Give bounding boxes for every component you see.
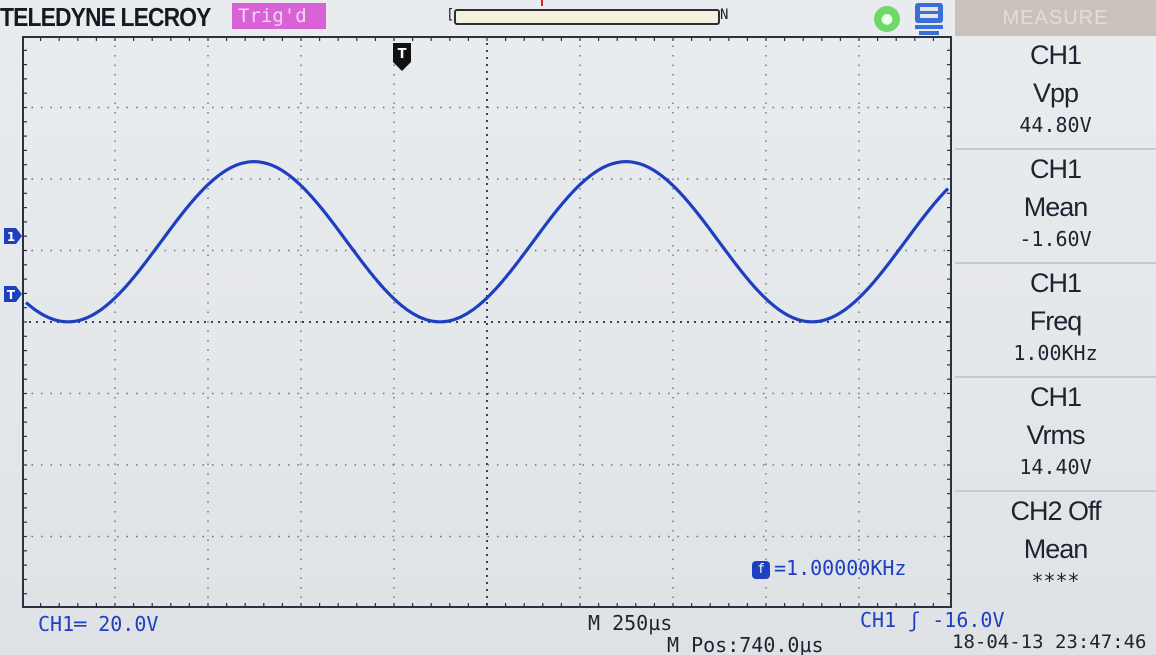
measurement-slot-5[interactable]: CH2 Off Mean **** <box>955 492 1156 606</box>
horizontal-position-readout: M Pos:740.0µs <box>667 633 824 655</box>
trigger-position-label: T <box>398 47 407 62</box>
measurement-value: 1.00KHz <box>1013 341 1098 365</box>
trigger-position-marker[interactable]: T <box>392 42 412 72</box>
frequency-counter-value: =1.00000KHz <box>774 556 907 580</box>
counter-icon: f <box>752 561 770 579</box>
trigger-point-tick <box>541 0 543 6</box>
measurement-source: CH1 <box>1029 154 1082 184</box>
measurement-slot-3[interactable]: CH1 Freq 1.00KHz <box>955 264 1156 378</box>
trigger-status-badge: Trig'd <box>232 3 326 29</box>
measurement-type: Vrms <box>1026 420 1086 450</box>
measure-panel: CH1 Vpp 44.80V CH1 Mean -1.60V CH1 Freq … <box>955 36 1156 608</box>
usb-storage-icon <box>915 3 943 35</box>
waveform-display <box>22 36 952 608</box>
ch1-waveform-trace <box>24 159 950 324</box>
measurement-value: -1.60V <box>1019 227 1092 251</box>
trigger-level-label: T <box>7 288 16 302</box>
brand-logo: TELEDYNE LECROY <box>0 2 211 32</box>
memory-window <box>454 9 720 25</box>
measure-menu-title[interactable]: MEASURE <box>955 0 1156 36</box>
measurement-slot-1[interactable]: CH1 Vpp 44.80V <box>955 36 1156 150</box>
measurement-value: 14.40V <box>1019 455 1092 479</box>
measurement-slot-2[interactable]: CH1 Mean -1.60V <box>955 150 1156 264</box>
trigger-settings-readout: CH1 ʃ -16.0V <box>860 608 1005 632</box>
frequency-counter-readout: f =1.00000KHz <box>752 556 906 580</box>
memory-position-bar[interactable]: [ N <box>446 7 732 25</box>
timebase-readout: M 250µs <box>588 611 673 635</box>
measurement-type: Freq <box>1029 306 1083 336</box>
measurement-source: CH2 Off <box>1010 496 1101 526</box>
measurement-type: Mean <box>1023 192 1089 222</box>
trigger-level-marker[interactable]: T <box>4 286 22 302</box>
measurement-source: CH1 <box>1029 268 1082 298</box>
channel-1-marker[interactable]: 1 <box>4 228 22 244</box>
measurement-source: CH1 <box>1029 382 1082 412</box>
measurement-value: 44.80V <box>1019 113 1092 137</box>
measurement-type: Vpp <box>1032 78 1079 108</box>
measurement-slot-4[interactable]: CH1 Vrms 14.40V <box>955 378 1156 492</box>
measurement-source: CH1 <box>1029 40 1082 70</box>
measurement-value: **** <box>1031 569 1080 593</box>
graticule <box>22 36 952 608</box>
status-dot-icon: ● <box>874 6 900 32</box>
ch1-volts-per-div: CH1═ 20.0V <box>38 612 159 636</box>
memory-bar-right: N <box>720 7 729 23</box>
date-time-readout: 18-04-13 23:47:46 <box>952 631 1147 653</box>
channel-1-label: 1 <box>7 230 15 244</box>
memory-bar-left: [ <box>446 7 455 23</box>
measurement-type: Mean <box>1023 534 1089 564</box>
